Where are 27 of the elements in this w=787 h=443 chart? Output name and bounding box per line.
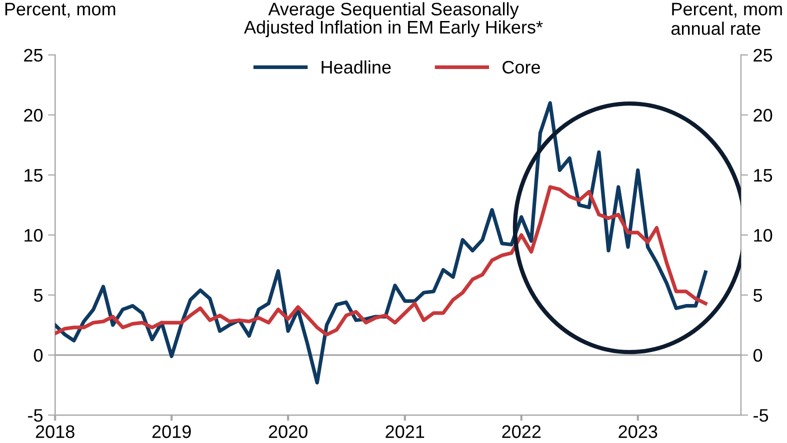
y2-tick-label: 25 <box>754 48 772 62</box>
y-tick-label: 10 <box>24 228 43 242</box>
y2-tick-label: 20 <box>754 108 772 122</box>
y2-tick-label: 5 <box>753 289 762 302</box>
legend-label: Headline <box>322 60 391 74</box>
y-tick-label: 25 <box>24 48 43 62</box>
y2-tick-label: -5 <box>754 409 768 422</box>
x-tick-label: 2023 <box>618 425 658 438</box>
x-tick-label: 2020 <box>268 425 308 438</box>
y-tick-label: -5 <box>28 409 43 422</box>
line-series <box>55 185 708 336</box>
y-tick-label: 20 <box>24 108 43 122</box>
y2-tick-label: 15 <box>754 169 772 182</box>
x-tick-label: 2021 <box>386 425 424 438</box>
y-axis-title: Percent, mom <box>5 2 116 18</box>
y2-axis-title: Percent, mom annual rate <box>671 2 782 35</box>
x-tick-label: 2018 <box>36 425 74 438</box>
x-tick-label: 2019 <box>152 425 191 438</box>
y2-tick-label: 10 <box>754 228 772 242</box>
line-series <box>55 101 708 384</box>
y-tick-label: 5 <box>34 289 43 302</box>
legend-label: Core <box>502 60 540 74</box>
chart-title: Average Sequential Seasonally Adjusted Inflation in EM Early Hikers* <box>244 2 543 38</box>
y-tick-label: 15 <box>24 169 43 182</box>
y-tick-label: 0 <box>34 349 43 362</box>
x-tick-label: 2022 <box>502 425 541 438</box>
y2-tick-label: 0 <box>753 349 762 362</box>
